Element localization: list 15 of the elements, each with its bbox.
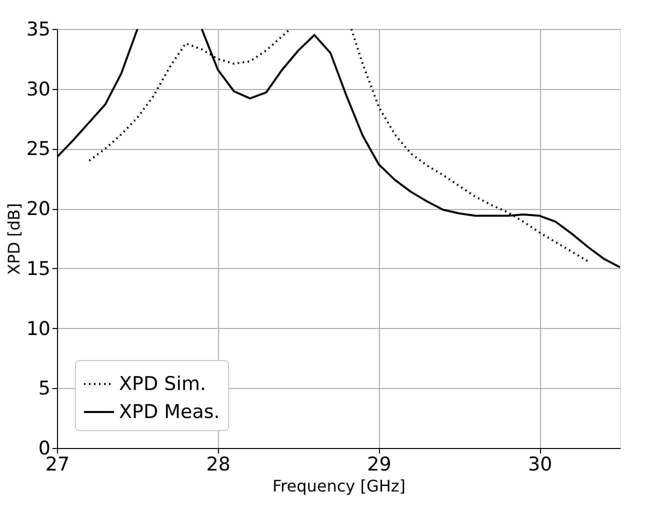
legend-label: XPD Meas. — [119, 401, 220, 423]
y-tick-label: 10 — [26, 318, 50, 340]
y-tick-label: 30 — [26, 78, 50, 100]
y-tick-label: 5 — [38, 378, 50, 400]
y-axis-title: XPD [dB] — [4, 203, 24, 275]
x-axis-title: Frequency [GHz] — [272, 476, 406, 496]
y-tick-label: 15 — [26, 258, 50, 280]
x-tick-label: 30 — [528, 454, 552, 476]
x-tick-label: 27 — [45, 454, 70, 476]
legend-label: XPD Sim. — [119, 373, 206, 395]
y-tick-label: 25 — [26, 138, 50, 160]
y-tick-label: 20 — [26, 198, 50, 220]
x-tick-label: 28 — [206, 454, 230, 476]
x-tick-label: 29 — [367, 454, 392, 476]
y-tick-label: 35 — [26, 18, 50, 40]
